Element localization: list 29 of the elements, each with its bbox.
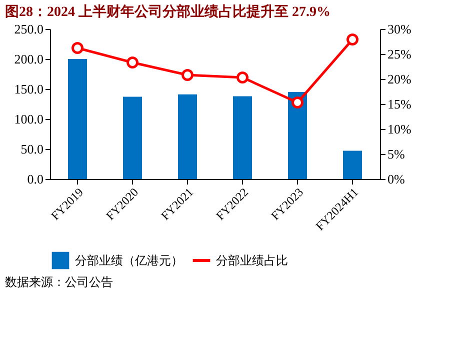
y-tick-label: 150.0	[14, 82, 44, 96]
y-tick-label: 0.0	[27, 172, 44, 186]
legend-label: 分部业绩占比	[216, 254, 288, 268]
y-tick-label: 200.0	[14, 52, 44, 66]
y2-tick-label: 20%	[388, 72, 412, 86]
y2-tick-label: 0%	[388, 172, 405, 186]
y-tick-label: 100.0	[14, 112, 44, 126]
y2-tick-label: 25%	[388, 46, 412, 62]
point	[346, 34, 358, 46]
bar	[178, 94, 197, 179]
y-tick-label: 250.0	[14, 22, 44, 36]
point	[182, 69, 194, 81]
y-tick-label: 50.0	[20, 142, 44, 156]
point	[292, 96, 304, 108]
y2-tick-label: 15%	[388, 96, 412, 112]
bar	[288, 92, 307, 179]
point	[126, 56, 138, 68]
source-note: 数据来源：公司公告	[5, 275, 113, 289]
bar	[233, 96, 252, 179]
y2-tick-label: 10%	[388, 122, 412, 136]
bar	[123, 96, 142, 179]
y2-tick-label: 5%	[388, 146, 405, 162]
legend-label: 分部业绩（亿港元）	[75, 254, 183, 268]
chart-title: 图28：2024 上半财年公司分部业绩占比提升至 27.9%	[5, 3, 330, 20]
bar	[68, 59, 87, 179]
y2-tick-label: 30%	[388, 22, 412, 36]
point	[72, 42, 84, 54]
point	[236, 72, 248, 84]
bar	[343, 150, 362, 179]
